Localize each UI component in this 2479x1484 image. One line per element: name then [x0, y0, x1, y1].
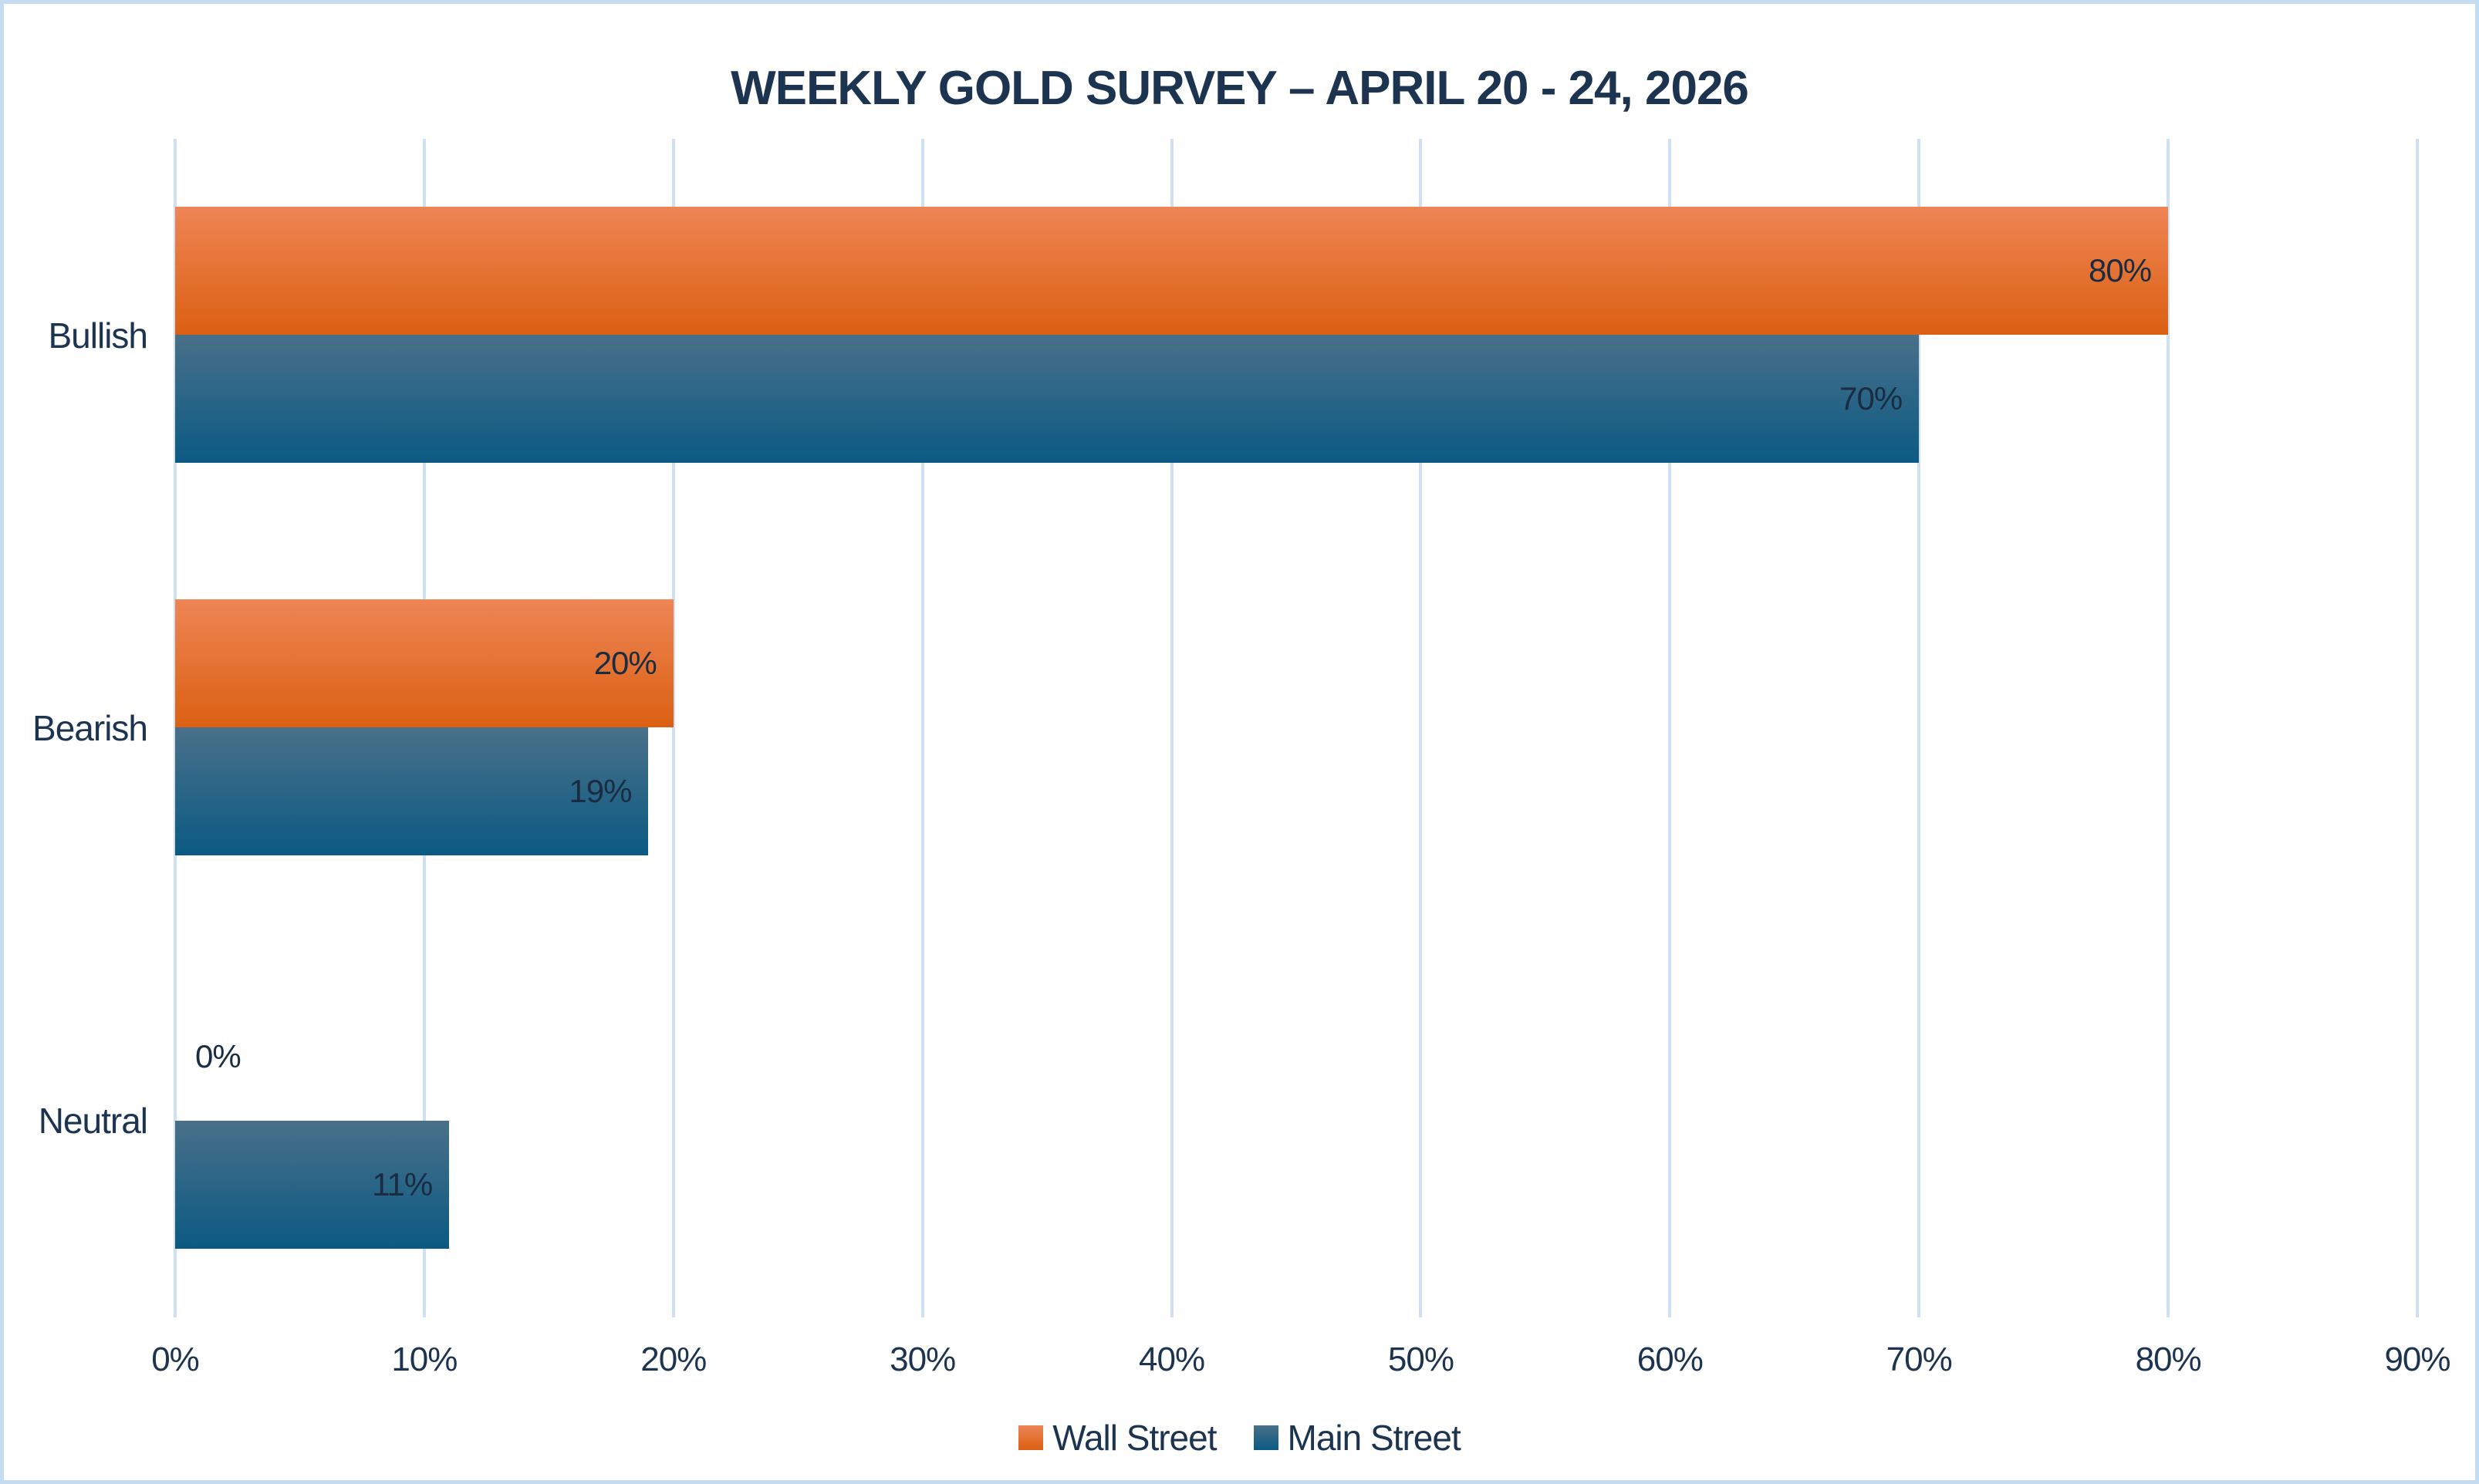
legend-swatch-main-street	[1253, 1425, 1278, 1450]
x-tick-label: 60%	[1636, 1341, 1704, 1378]
x-tick-label: 80%	[2135, 1341, 2202, 1378]
legend-label: Main Street	[1287, 1418, 1461, 1458]
legend-swatch-wall-street	[1018, 1425, 1044, 1450]
x-tick-label: 90%	[2384, 1341, 2450, 1378]
bar-wall-street-bearish: 20%	[175, 599, 674, 728]
category-row-neutral: 0% 11%	[175, 925, 2417, 1317]
gridline	[1419, 139, 1423, 1317]
bar-value-label: 11%	[372, 1165, 433, 1202]
bar-value-label: 19%	[569, 773, 632, 810]
x-tick-label: 70%	[1886, 1341, 1953, 1378]
value-axis: 0% 10% 20% 30% 40% 50% 60% 70% 80% 90%	[151, 1341, 2450, 1387]
legend-item-main-street: Main Street	[1253, 1417, 1461, 1459]
x-tick-label: 20%	[640, 1341, 707, 1378]
category-label-neutral: Neutral	[38, 1101, 148, 1142]
chart-title: WEEKLY GOLD SURVEY – APRIL 20 - 24, 2026	[731, 62, 1749, 115]
gridline	[2416, 139, 2419, 1317]
gridline	[2167, 139, 2170, 1317]
gridline	[671, 139, 675, 1317]
category-row-bearish: 20% 19%	[175, 531, 2417, 924]
x-tick-label: 30%	[890, 1341, 956, 1378]
bar-main-street-bearish: 19%	[175, 727, 649, 856]
category-axis: Bullish Bearish Neutral	[4, 139, 148, 1317]
bar-main-street-neutral: 11%	[175, 1120, 450, 1249]
x-tick-label: 10%	[391, 1341, 458, 1378]
gridline	[1170, 139, 1174, 1317]
gridline	[1668, 139, 1672, 1317]
bar-value-label: 70%	[1839, 380, 1903, 417]
category-row-bullish: 80% 70%	[175, 139, 2417, 531]
x-tick-label: 0%	[151, 1341, 200, 1378]
category-label-bullish: Bullish	[48, 315, 148, 356]
x-tick-label: 50%	[1387, 1341, 1454, 1378]
legend: Wall Street Main Street	[4, 1417, 2475, 1459]
bar-value-label: 0%	[195, 1037, 241, 1074]
bar-value-label: 20%	[593, 645, 657, 682]
bar-value-label: 80%	[2089, 252, 2152, 288]
gridline	[1917, 139, 1921, 1317]
legend-item-wall-street: Wall Street	[1018, 1417, 1218, 1459]
plot-area: 80% 70% 20% 19% 0% 11%	[174, 139, 2419, 1317]
x-tick-label: 40%	[1139, 1341, 1205, 1378]
legend-label: Wall Street	[1052, 1418, 1217, 1458]
category-label-bearish: Bearish	[32, 707, 148, 748]
bar-main-street-bullish: 70%	[175, 335, 1920, 463]
gridline	[920, 139, 924, 1317]
bar-wall-street-bullish: 80%	[175, 207, 2169, 335]
